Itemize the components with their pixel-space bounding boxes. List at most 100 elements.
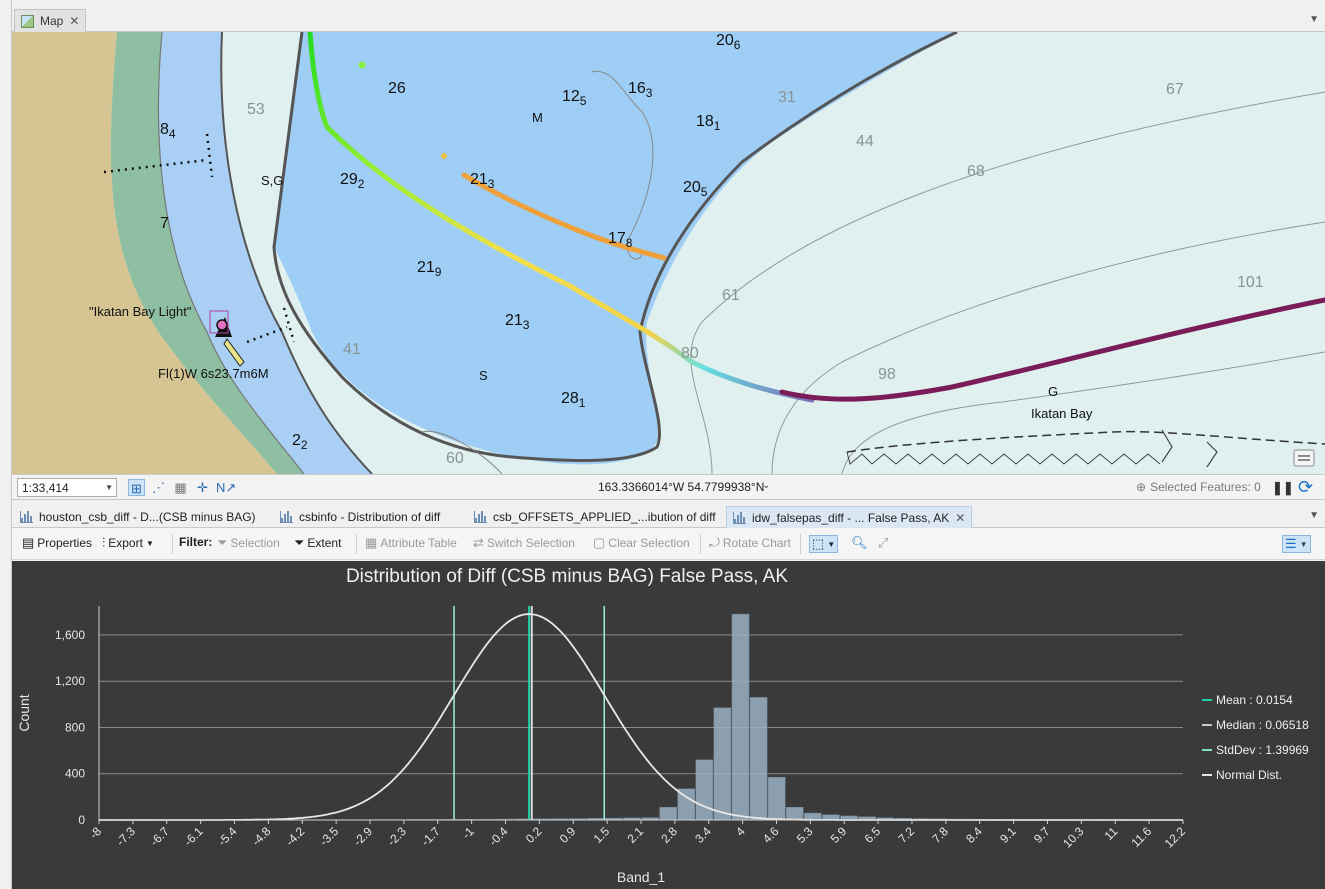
funnel-icon: ⏷ [217, 535, 228, 550]
select-tool-button[interactable]: ⬚ ▼ [809, 535, 839, 553]
snapping-icon[interactable]: ⋰ [152, 480, 165, 495]
y-tick-label: 1,200 [55, 674, 85, 688]
tab-chart-csbinfo[interactable]: csbinfo - Distribution of diff [274, 506, 446, 528]
export-button[interactable]: ⫶ Export ▼ [102, 535, 154, 551]
x-tick-label: -2.9 [351, 824, 376, 849]
legend-entry: Median : 0.06518 [1216, 718, 1309, 732]
depth-sounding: 181 [696, 113, 721, 133]
filter-selection-button[interactable]: ⏷ Selection [217, 535, 280, 551]
histogram-bar [713, 707, 732, 821]
tab-chart-idw-falsepas[interactable]: idw_falsepas_diff - ... False Pass, AK ✕ [726, 506, 973, 528]
x-tick-label: 5.3 [794, 824, 816, 846]
x-tick-label: 2.8 [658, 824, 680, 846]
properties-button[interactable]: ▤ Properties [22, 535, 92, 551]
export-label: Export [108, 536, 143, 550]
selected-features[interactable]: ⊕ Selected Features: 0 [1136, 480, 1261, 494]
rotate-chart-button[interactable]: ⤾ Rotate Chart [709, 535, 791, 551]
histogram-bar [731, 613, 750, 821]
refresh-icon[interactable]: ⟳ [1298, 477, 1314, 497]
x-tick-label: -7.3 [113, 824, 138, 849]
x-tick-label: -3.5 [317, 824, 342, 849]
histogram-bar [659, 807, 677, 821]
legend-entry: Normal Dist. [1216, 768, 1282, 782]
scale-dropdown[interactable]: 1:33,414 ▼ [17, 478, 117, 497]
x-tick-label: 11 [1102, 824, 1121, 843]
attribute-table-button[interactable]: ▦ Attribute Table [365, 535, 457, 551]
zoom-icon: 🔍︎ [851, 535, 868, 550]
contour-label: 53 [247, 101, 265, 118]
tab-label: csbinfo - Distribution of diff [299, 510, 441, 524]
properties-icon: ▤ [22, 535, 35, 550]
filter-extent-label: Extent [307, 536, 342, 550]
y-tick-label: 800 [65, 720, 85, 734]
grid-icon[interactable]: ▦ [174, 480, 187, 495]
histogram-bar [785, 807, 804, 821]
north-arrow-icon[interactable]: N↗ [216, 480, 237, 495]
close-icon[interactable]: ✕ [69, 14, 80, 28]
chevron-down-icon[interactable]: ▼ [1309, 510, 1319, 521]
legend-entry: StdDev : 1.39969 [1216, 743, 1309, 757]
switch-selection-button[interactable]: ⇄ Switch Selection [473, 535, 575, 551]
chart-tab-strip: houston_csb_diff - D...(CSB minus BAG) c… [12, 504, 1325, 528]
contour-label: 98 [878, 366, 896, 383]
contour-label: 31 [778, 89, 796, 106]
x-tick-label: -6.7 [147, 824, 172, 849]
x-tick-label: -6.1 [181, 824, 206, 849]
contour-label: 80 [681, 345, 699, 362]
x-tick-label: 9.1 [997, 824, 1019, 846]
x-tick-label: 0.9 [557, 824, 579, 846]
contour-label: 41 [343, 341, 361, 358]
close-icon[interactable]: ✕ [955, 510, 966, 525]
tab-map[interactable]: Map ✕ [14, 9, 87, 32]
tab-label: houston_csb_diff - D...(CSB minus BAG) [39, 510, 256, 524]
constraint-icon[interactable]: ✛ [197, 480, 208, 495]
chart-icon [474, 511, 487, 523]
depth-sounding: 213 [505, 312, 530, 332]
map-label-s: S [479, 368, 488, 383]
depth-sounding: 7 [160, 215, 169, 232]
chevron-down-icon: ▼ [145, 538, 154, 548]
chart-title: Distribution of Diff (CSB minus BAG) Fal… [346, 566, 788, 587]
fixed-zoom-icon[interactable]: ⊞ [128, 479, 145, 496]
x-tick-label: 0.2 [523, 824, 545, 846]
x-tick-label: -1.7 [418, 824, 443, 849]
chevron-down-icon[interactable]: ▼ [1309, 14, 1319, 25]
x-tick-label: -0.4 [486, 824, 511, 849]
map-label-light-name: "Ikatan Bay Light" [89, 304, 192, 319]
chevron-down-icon[interactable]: ⌄ [762, 480, 771, 491]
x-tick-label: 12.2 [1162, 824, 1189, 851]
pause-icon[interactable]: ❚❚ [1272, 480, 1294, 495]
chart-icon [733, 511, 746, 524]
contour-label: 61 [722, 287, 740, 304]
x-tick-label: -4.2 [283, 824, 308, 849]
tab-chart-houston[interactable]: houston_csb_diff - D...(CSB minus BAG) [14, 506, 262, 528]
tab-chart-csb-offsets[interactable]: csb_OFFSETS_APPLIED_...ibution of diff [468, 506, 722, 528]
properties-label: Properties [37, 536, 92, 550]
depth-sounding: 281 [561, 390, 586, 410]
chevron-down-icon: ▼ [827, 539, 836, 549]
x-tick-label: 10.3 [1060, 824, 1087, 851]
legend-toggle-button[interactable]: ☰ ▼ [1282, 535, 1311, 553]
toolbar-divider [172, 534, 173, 554]
filter-selection-label: Selection [230, 536, 280, 550]
x-tick-label: 9.7 [1031, 824, 1053, 846]
clear-selection-button[interactable]: ▢ Clear Selection [593, 535, 690, 551]
map-tab-strip: Map ✕ ▼ [12, 6, 1325, 32]
y-axis-label: Count [16, 694, 32, 731]
rotate-chart-label: Rotate Chart [722, 536, 791, 550]
x-tick-label: 8.4 [963, 824, 985, 846]
zoom-in-button[interactable]: 🔍︎ [851, 535, 868, 551]
histogram-chart[interactable]: Distribution of Diff (CSB minus BAG) Fal… [12, 561, 1325, 889]
contour-label: 60 [446, 450, 464, 467]
map-view[interactable]: 206 26 125 163 181 84 292 213 205 7 178 … [12, 32, 1325, 474]
filter-extent-button[interactable]: ⏷ Extent [294, 535, 341, 551]
full-extent-button[interactable]: ⤢ [878, 535, 888, 551]
x-tick-label: 7.2 [895, 824, 917, 846]
attribute-table-label: Attribute Table [380, 536, 457, 550]
nautical-chart-canvas [12, 32, 1325, 474]
contour-label: 101 [1237, 274, 1264, 291]
funnel-icon: ⏷ [294, 535, 305, 550]
depth-sounding: 163 [628, 80, 653, 100]
map-label-ikatan-bay: Ikatan Bay [1031, 406, 1093, 421]
normal-distribution-curve [99, 613, 1183, 821]
